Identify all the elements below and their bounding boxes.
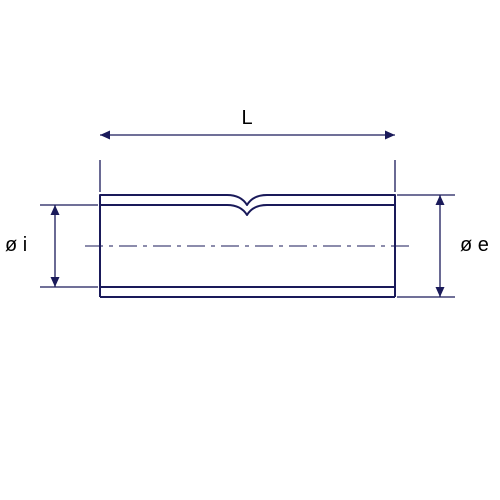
length-label: L (242, 107, 253, 130)
drawing-svg (0, 0, 500, 500)
technical-drawing: L ø i ø e (0, 0, 500, 500)
inner-diameter-label: ø i (5, 234, 27, 257)
outer-diameter-label: ø e (460, 234, 489, 257)
